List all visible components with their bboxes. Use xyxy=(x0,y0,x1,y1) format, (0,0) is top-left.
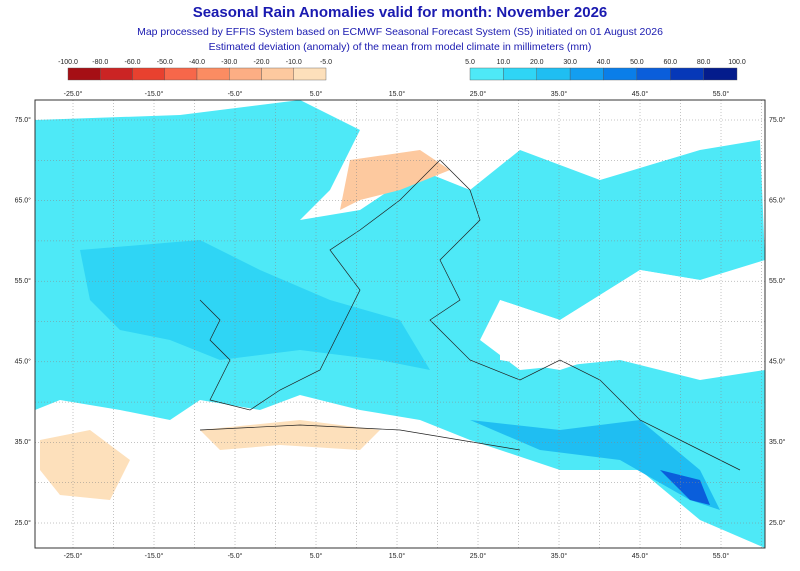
longitude-label: 45.0° xyxy=(632,90,649,98)
legend-swatch xyxy=(67,67,101,81)
latitude-label: 45.0° xyxy=(769,358,786,366)
legend-swatch xyxy=(229,67,262,81)
latitude-label: 65.0° xyxy=(769,196,786,204)
anomaly-area xyxy=(500,270,740,370)
latitude-label: 65.0° xyxy=(15,196,32,204)
longitude-label: 25.0° xyxy=(470,552,487,560)
legend-label: 10.0 xyxy=(497,59,511,66)
latitude-label: 55.0° xyxy=(15,277,32,285)
legend-label: 5.0 xyxy=(465,59,475,66)
longitude-label: 15.0° xyxy=(389,552,406,560)
longitude-label: 5.0° xyxy=(310,552,323,560)
legend-label: 30.0 xyxy=(563,59,577,66)
latitude-label: 35.0° xyxy=(15,438,32,446)
longitude-label: -5.0° xyxy=(228,90,243,98)
longitude-label: 45.0° xyxy=(632,552,649,560)
legend-label: -30.0 xyxy=(221,59,237,66)
legend-swatch xyxy=(703,67,738,81)
legend-label: -40.0 xyxy=(189,59,205,66)
legend-label: -10.0 xyxy=(286,59,302,66)
latitude-label: 55.0° xyxy=(769,277,786,285)
legend-swatch xyxy=(636,67,671,81)
longitude-label: -25.0° xyxy=(64,90,83,98)
longitude-label: 15.0° xyxy=(389,90,406,98)
longitude-label: 55.0° xyxy=(713,552,730,560)
legend-label: 60.0 xyxy=(663,59,677,66)
longitude-label: 35.0° xyxy=(551,90,568,98)
legend-swatch xyxy=(164,67,198,81)
legend-swatch xyxy=(100,67,133,81)
longitude-label: 5.0° xyxy=(310,90,323,98)
legend-swatch xyxy=(569,67,604,81)
legend-label: -100.0 xyxy=(58,59,78,66)
anomaly-area xyxy=(340,150,450,210)
legend-label: -5.0 xyxy=(320,59,332,66)
legend-swatch xyxy=(196,67,230,81)
longitude-label: 35.0° xyxy=(551,552,568,560)
legend-label: -60.0 xyxy=(125,59,141,66)
longitude-label: -5.0° xyxy=(228,552,243,560)
anomaly-area xyxy=(660,470,710,505)
longitude-label: -15.0° xyxy=(145,552,164,560)
legend-swatch xyxy=(503,67,537,81)
latitude-label: 45.0° xyxy=(15,358,32,366)
legend-label: 40.0 xyxy=(597,59,611,66)
legend-swatch xyxy=(469,67,504,81)
anomaly-area xyxy=(40,420,380,500)
legend-label: -50.0 xyxy=(157,59,173,66)
legend-swatch xyxy=(603,67,638,81)
longitude-label: 55.0° xyxy=(713,90,730,98)
map-area xyxy=(35,100,765,548)
title: Seasonal Rain Anomalies valid for month:… xyxy=(193,4,608,21)
legend-swatch xyxy=(670,67,704,81)
subtitle: Map processed by EFFIS System based on E… xyxy=(137,26,663,38)
legend-label: 50.0 xyxy=(630,59,644,66)
latitude-label: 35.0° xyxy=(769,438,786,446)
latitude-label: 25.0° xyxy=(15,519,32,527)
subtitle: Estimated deviation (anomaly) of the mea… xyxy=(209,41,592,53)
latitude-label: 25.0° xyxy=(769,519,786,527)
longitude-label: -25.0° xyxy=(64,552,83,560)
legend-swatch xyxy=(536,67,571,81)
anomaly-area xyxy=(80,240,430,370)
latitude-label: 75.0° xyxy=(769,116,786,124)
legend-swatch xyxy=(261,67,294,81)
longitude-label: 25.0° xyxy=(470,90,487,98)
legend-label: -20.0 xyxy=(254,59,270,66)
legend-label: 100.0 xyxy=(728,59,746,66)
longitude-label: -15.0° xyxy=(145,90,164,98)
coastline xyxy=(199,159,741,471)
anomaly-area xyxy=(470,420,720,510)
legend-swatch xyxy=(293,67,327,81)
legend-label: 80.0 xyxy=(697,59,711,66)
legend-label: 20.0 xyxy=(530,59,544,66)
legend-label: -80.0 xyxy=(92,59,108,66)
map-frame xyxy=(34,99,766,549)
latitude-label: 75.0° xyxy=(15,116,32,124)
legend-swatch xyxy=(132,67,165,81)
